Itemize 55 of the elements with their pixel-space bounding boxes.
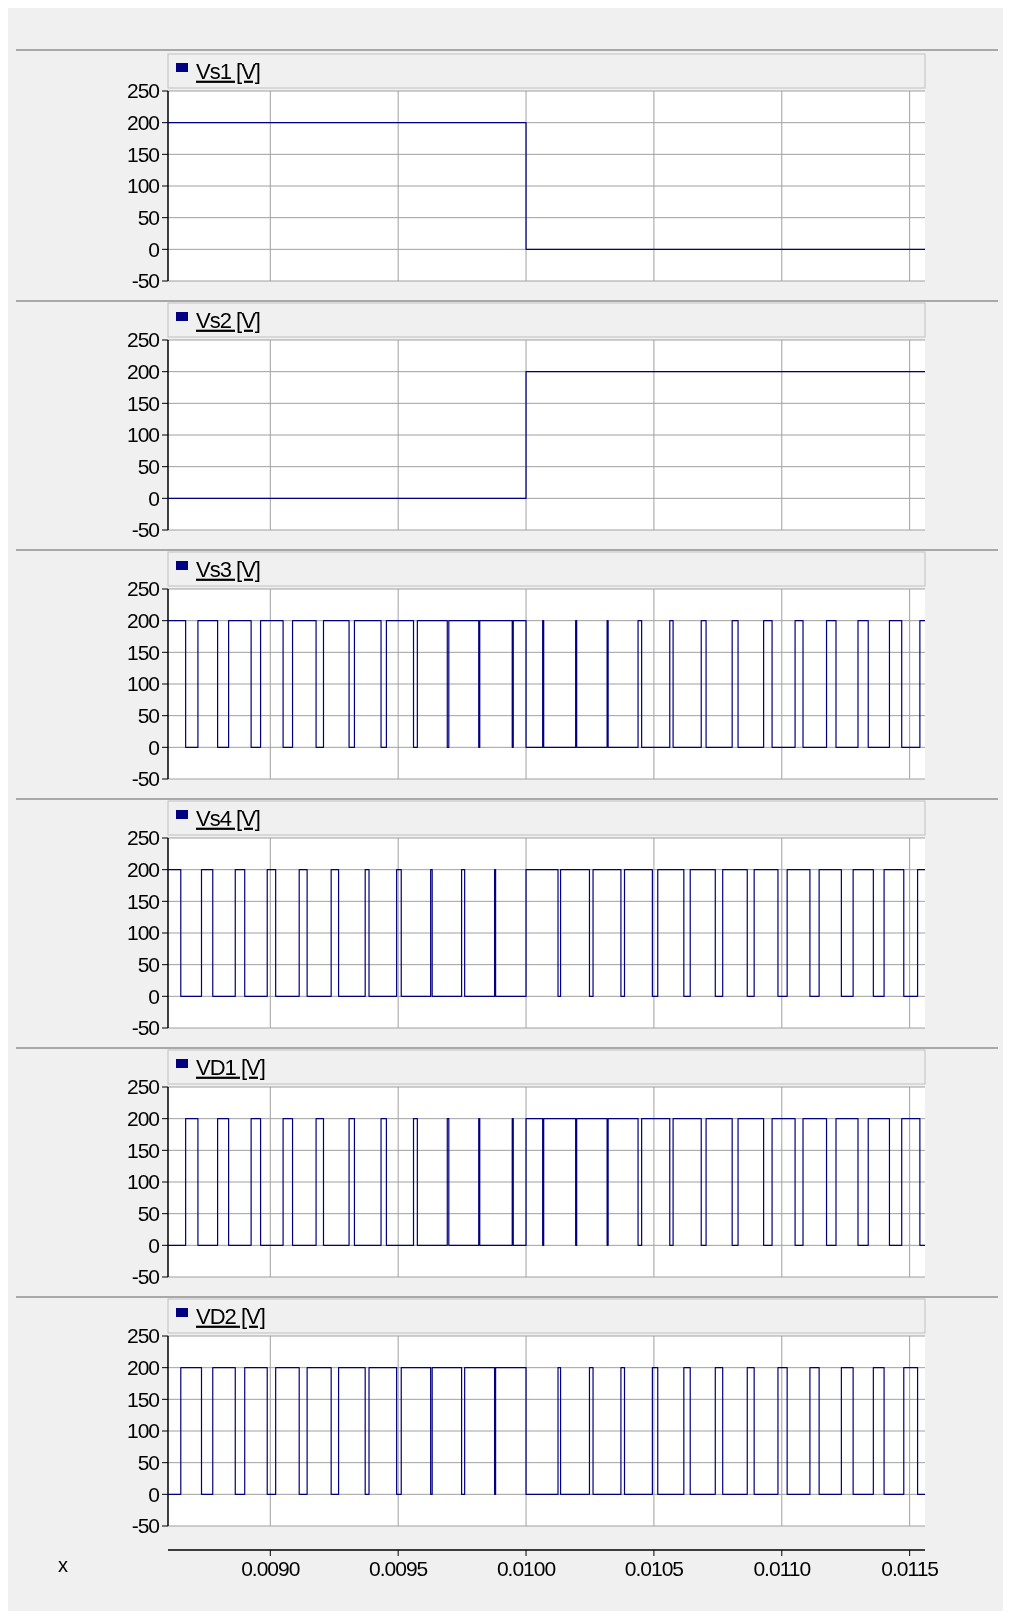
y-tick-label: -50 <box>131 518 160 542</box>
y-tick-label: 0 <box>148 735 160 759</box>
y-tick-label: 200 <box>126 858 160 882</box>
legend-label: Vs3 [V] <box>196 556 260 582</box>
y-tick-label: 200 <box>126 1356 160 1380</box>
y-tick-label: 150 <box>126 889 160 913</box>
y-tick-label: 150 <box>126 640 160 664</box>
y-tick-label: 50 <box>137 206 160 230</box>
y-tick-label: 50 <box>137 1451 160 1475</box>
y-tick-label: 0 <box>148 1482 160 1506</box>
y-tick-label: 250 <box>126 577 160 601</box>
y-tick-label: 150 <box>126 142 160 166</box>
y-tick-label: 250 <box>126 1075 160 1099</box>
y-tick-label: 0 <box>148 984 160 1008</box>
y-tick-label: 100 <box>126 174 160 198</box>
y-tick-label: 250 <box>126 826 160 850</box>
x-axis-title: x <box>58 1554 68 1576</box>
y-tick-label: 100 <box>126 1170 160 1194</box>
y-tick-label: 50 <box>137 704 160 728</box>
y-tick-label: 0 <box>148 1233 160 1257</box>
y-tick-label: 100 <box>126 423 160 447</box>
y-tick-label: 200 <box>126 111 160 135</box>
x-tick-label: 0.0100 <box>496 1557 556 1580</box>
legend-label: Vs2 [V] <box>196 307 260 333</box>
x-tick-label: 0.0115 <box>881 1557 939 1580</box>
y-tick-label: 50 <box>137 953 160 977</box>
y-tick-label: 100 <box>126 672 160 696</box>
y-tick-label: 0 <box>148 486 160 510</box>
y-tick-label: 0 <box>148 237 160 261</box>
y-tick-label: -50 <box>131 767 160 791</box>
y-tick-label: 50 <box>137 455 160 479</box>
y-tick-label: 250 <box>126 1324 160 1348</box>
y-tick-label: 200 <box>126 609 160 633</box>
y-tick-label: 150 <box>126 1387 160 1411</box>
y-tick-label: 150 <box>126 1138 160 1162</box>
y-tick-label: 250 <box>126 328 160 352</box>
y-tick-label: -50 <box>131 1265 160 1289</box>
y-tick-label: 150 <box>126 391 160 415</box>
x-tick-label: 0.0090 <box>241 1557 300 1580</box>
y-tick-label: -50 <box>131 269 160 293</box>
y-tick-label: -50 <box>131 1016 160 1040</box>
legend-label: VD1 [V] <box>196 1054 265 1080</box>
y-tick-label: 200 <box>126 1107 160 1131</box>
y-tick-label: -50 <box>131 1514 160 1538</box>
x-tick-label: 0.0110 <box>753 1557 811 1580</box>
y-tick-label: 250 <box>126 79 160 103</box>
y-tick-label: 200 <box>126 360 160 384</box>
x-tick-label: 0.0095 <box>369 1557 428 1580</box>
legend-label: VD2 [V] <box>196 1303 265 1329</box>
y-tick-label: 100 <box>126 1419 160 1443</box>
legend-label: Vs1 [V] <box>196 58 260 84</box>
legend-label: Vs4 [V] <box>196 805 260 831</box>
y-tick-label: 50 <box>137 1202 160 1226</box>
y-tick-label: 100 <box>126 921 160 945</box>
x-tick-label: 0.0105 <box>624 1557 684 1580</box>
